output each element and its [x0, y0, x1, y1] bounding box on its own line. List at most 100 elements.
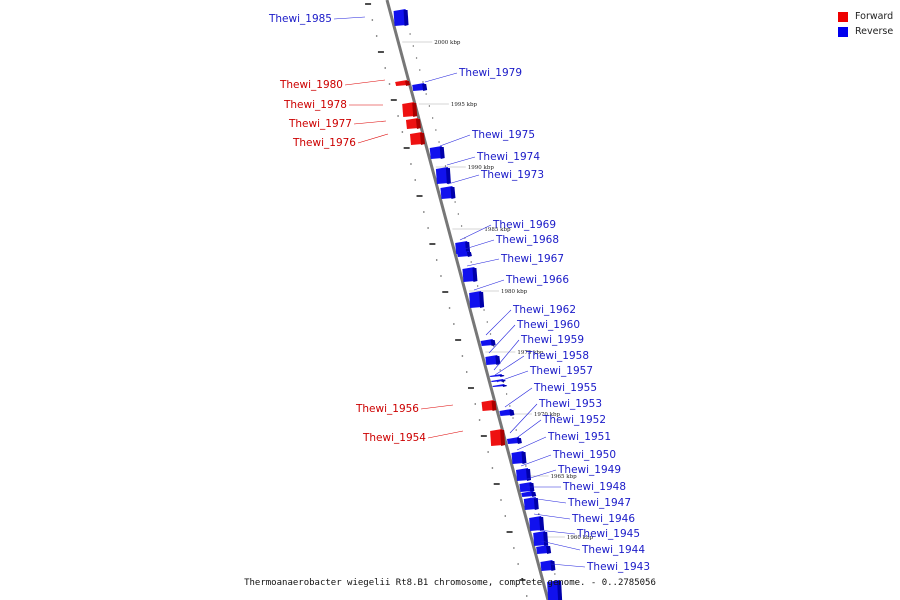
reverse-gene-label: Thewi_1957 [529, 365, 593, 377]
forward-gene-block-body [490, 429, 504, 446]
reverse-gene-block-body [511, 451, 525, 464]
reverse-gene-label: Thewi_1974 [476, 151, 540, 163]
reverse-gene-label: Thewi_1979 [458, 67, 522, 79]
reverse-gene-block-shade [521, 452, 527, 464]
forward-gene-block-body [395, 80, 409, 86]
reverse-gene-block [536, 545, 552, 554]
reverse-gene-block [529, 516, 545, 531]
reverse-gene-block-body [455, 241, 469, 254]
reverse-gene-label: Thewi_1960 [516, 319, 580, 331]
reverse-gene-label: Thewi_1945 [576, 528, 640, 540]
reverse-gene-block-body [480, 339, 494, 346]
reverse-gene-block-shade [531, 492, 537, 497]
reverse-gene-label: Thewi_1958 [525, 350, 589, 362]
kbp-label: 1980 kbp [501, 289, 528, 295]
reverse-gene-block-shade [490, 340, 496, 346]
reverse-gene-block-body [521, 491, 535, 497]
kbp-label: 1990 kbp [468, 165, 495, 171]
reverse-gene-block-shade [509, 410, 515, 416]
chromosome-axis [385, 0, 550, 600]
forward-gene-block [395, 80, 411, 86]
reverse-gene-block-shade [550, 561, 556, 571]
reverse-gene-block [462, 267, 478, 282]
forward-gene-block [490, 429, 506, 446]
forward-leader-line [357, 133, 389, 144]
legend: Forward Reverse [838, 9, 893, 39]
reverse-gene-block [523, 497, 539, 510]
reverse-leader-line [447, 174, 480, 185]
forward-gene-block-shade [419, 133, 425, 145]
reverse-gene-block-shade [450, 187, 456, 199]
forward-gene-label: Thewi_1954 [362, 432, 426, 444]
forward-leader-line [344, 79, 386, 86]
forward-gene-block [405, 118, 421, 129]
reverse-gene-block-body [516, 468, 530, 481]
forward-gene-block [409, 132, 425, 145]
reverse-leader-line [513, 419, 542, 441]
reverse-gene-block [456, 251, 472, 257]
reverse-gene-block [540, 560, 556, 571]
reverse-gene-block [511, 451, 527, 464]
forward-gene-block-body [402, 102, 416, 117]
reverse-leader-line [493, 339, 520, 371]
forward-gene-block-body [405, 118, 419, 129]
reverse-gene-block-body [435, 167, 449, 184]
reverse-gene-label: Thewi_1955 [533, 382, 597, 394]
reverse-gene-block-shade [445, 168, 451, 184]
reverse-gene-block-body [485, 355, 499, 365]
reverse-gene-block-shade [533, 498, 539, 510]
reverse-gene-block [393, 9, 409, 26]
legend-reverse-label: Reverse [855, 26, 894, 37]
reverse-gene-block-shade [502, 385, 508, 387]
reverse-gene-block-shade [516, 438, 522, 444]
reverse-gene-block-shade [539, 517, 545, 531]
legend-reverse: Reverse [838, 24, 893, 39]
forward-gene-block-body [481, 400, 495, 411]
forward-gene-block [481, 400, 497, 411]
reverse-leader-line [496, 370, 529, 383]
kbp-label: 1995 kbp [451, 102, 478, 108]
reverse-gene-label: Thewi_1953 [538, 398, 602, 410]
reverse-leader-line [504, 387, 533, 408]
reverse-gene-label: Thewi_1946 [571, 513, 635, 525]
reverse-gene-block-body [489, 374, 503, 377]
forward-leader-line [427, 430, 464, 439]
reverse-gene-label: Thewi_1951 [547, 431, 611, 443]
reverse-gene-block [480, 339, 496, 346]
reverse-gene-label: Thewi_1975 [471, 129, 535, 141]
reverse-leader-line [333, 16, 366, 20]
reverse-gene-block-shade [546, 546, 552, 554]
reverse-gene-label: Thewi_1950 [552, 449, 616, 461]
reverse-gene-block-body [440, 186, 454, 199]
forward-gene-block-body [409, 132, 423, 145]
reverse-gene-label: Thewi_1949 [557, 464, 621, 476]
reverse-gene-block-shade [439, 147, 445, 159]
reverse-leader-line [485, 309, 512, 336]
reverse-gene-block-shade [557, 581, 563, 600]
reverse-gene-block [469, 291, 485, 308]
reverse-gene-label: Thewi_1985 [268, 13, 332, 25]
reverse-leader-line [516, 436, 547, 451]
reverse-gene-label: Thewi_1943 [586, 561, 650, 573]
gene-labels: Thewi_1980 Thewi_1978 Thewi_1977 Thewi_1976… [268, 13, 650, 573]
reverse-gene-label: Thewi_1948 [562, 481, 626, 493]
forward-gene-block [402, 102, 418, 117]
reverse-gene-block [516, 468, 532, 481]
reverse-gene-label: Thewi_1966 [505, 274, 569, 286]
reverse-gene-block [429, 146, 445, 159]
reverse-leader-line [494, 355, 525, 376]
reverse-leader-line [473, 279, 505, 291]
reverse-leader-line [509, 403, 538, 434]
forward-gene-label: Thewi_1956 [355, 403, 419, 415]
reverse-gene-label: Thewi_1944 [581, 544, 645, 556]
reverse-gene-block-body [393, 9, 407, 26]
reverse-gene-block [489, 374, 505, 377]
reverse-gene-block [412, 83, 428, 91]
reverse-leader-line [537, 529, 576, 535]
reverse-gene-block-shade [529, 483, 535, 492]
reverse-gene-block-body [533, 531, 547, 546]
forward-gene-block-shade [500, 430, 506, 446]
reverse-leader-line [540, 540, 581, 551]
reverse-gene-block-shade [466, 252, 472, 257]
